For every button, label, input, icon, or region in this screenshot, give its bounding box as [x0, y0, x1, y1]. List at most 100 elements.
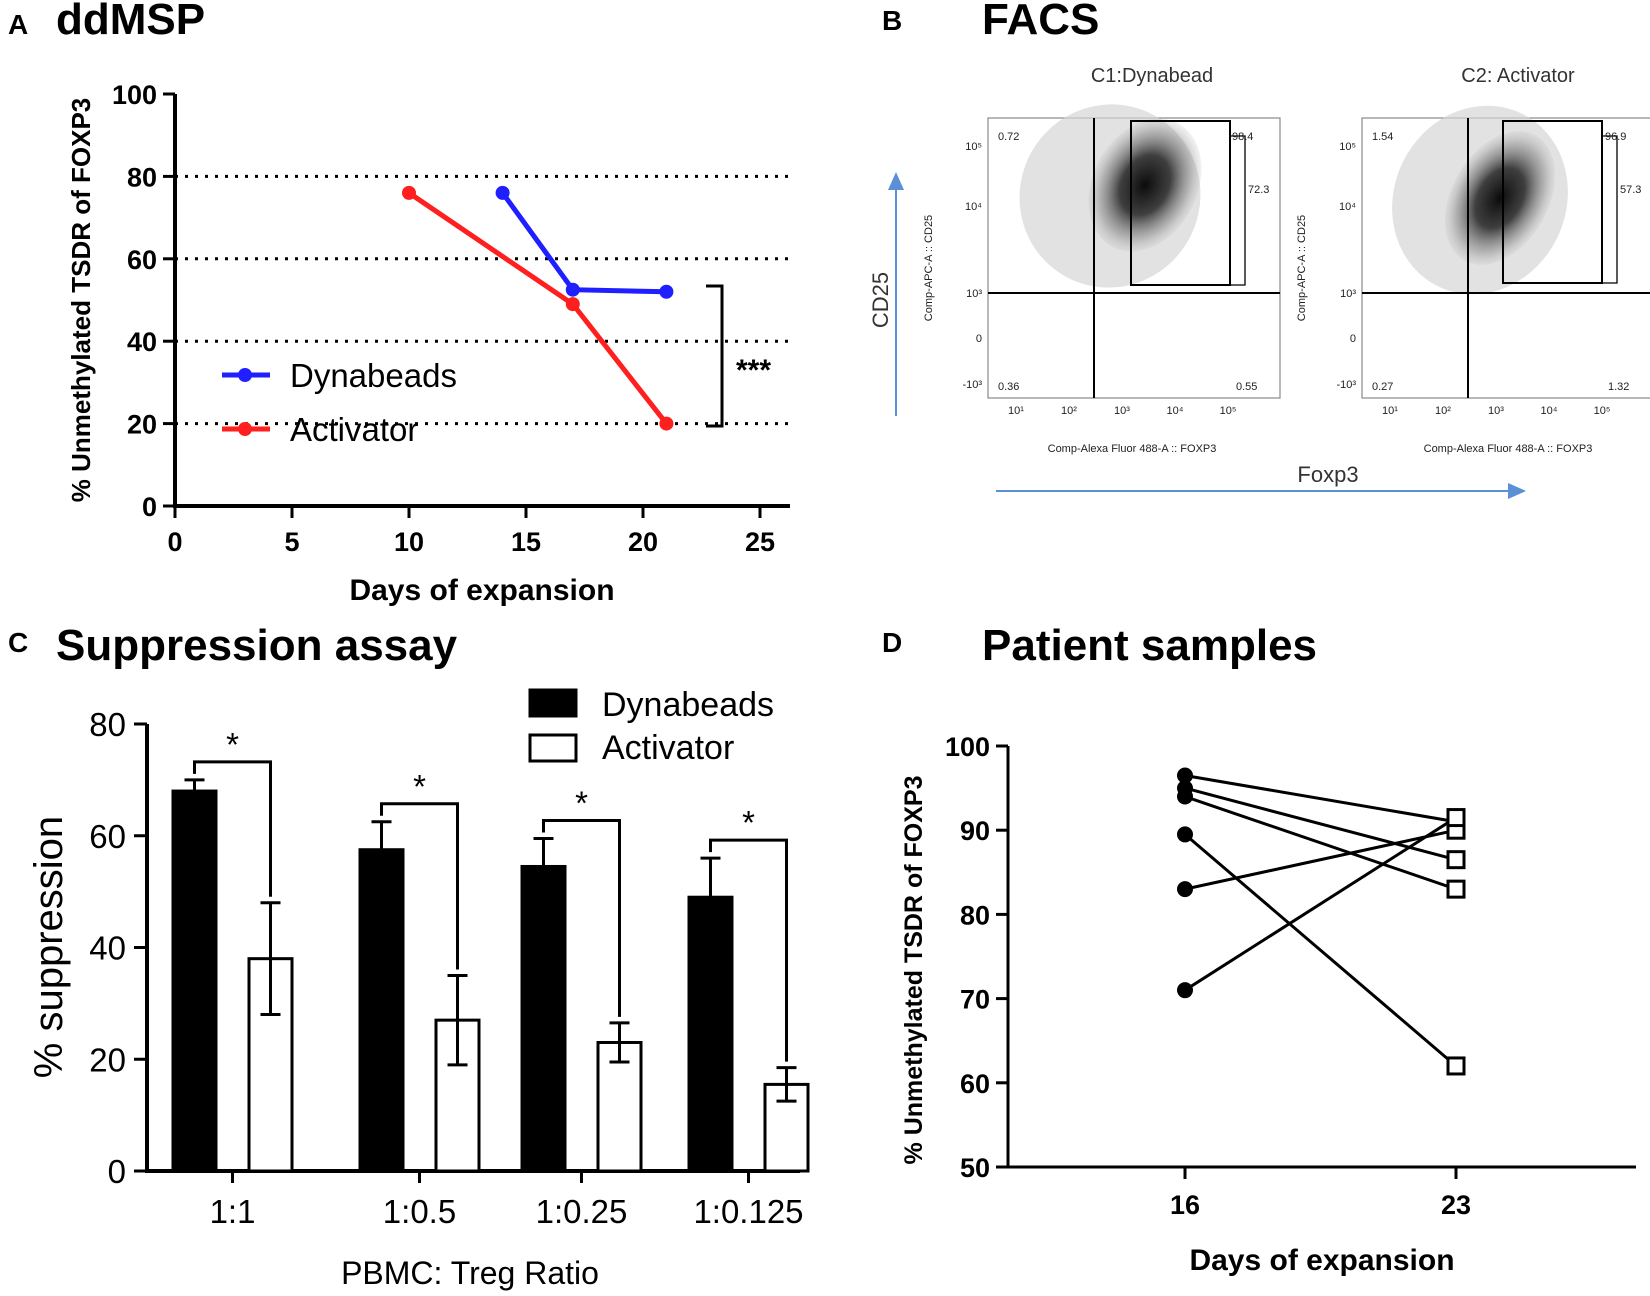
panel-d-title: Patient samples [982, 621, 1317, 670]
c-bar-activator [596, 1040, 643, 1173]
a-legend-dynabeads-marker [238, 368, 252, 382]
chart-c: 0 20 40 60 80 1:1 1:0.5 1:0.25 1:0.125 * * * * Dyna… [27, 686, 810, 1291]
chart-b: C1:Dynabead C2: Activator 0.72 98.4 72.3… [868, 65, 1650, 499]
a-gridlines [175, 174, 790, 426]
d-day23-point [1446, 850, 1466, 870]
c-significance-label: * [742, 804, 755, 841]
c-legend-dynabeads-label: Dynabeads [602, 686, 774, 724]
c-significance-bracket [542, 819, 621, 1017]
a-series-dynabeads-point [565, 282, 580, 297]
d-day16-point [1177, 982, 1193, 999]
d-day16-point [1177, 826, 1193, 843]
d-patient-line [1184, 773, 1457, 824]
d-day23-point [1446, 1056, 1466, 1076]
a-significance-bracket [706, 284, 724, 428]
a-x-tick-label: 10 [394, 527, 424, 557]
panel-a-title: ddMSP [56, 0, 205, 44]
b-plot1-gate-top: 98.4 [1232, 131, 1253, 143]
b-plot2-title: C2: Activator [1461, 65, 1575, 87]
c-significance-label: * [575, 785, 588, 822]
d-patient-line [1184, 828, 1457, 891]
b-y-tick-label: -10³ [1336, 379, 1356, 391]
d-day23-point [1446, 879, 1466, 899]
a-x-tick-label: 0 [167, 527, 182, 557]
b-plot1-title: C1:Dynabead [1091, 65, 1213, 87]
b-x-tick-label: 10² [1061, 405, 1077, 417]
c-x-axis-title: PBMC: Treg Ratio [341, 1255, 599, 1291]
c-significance: * * * * [193, 726, 788, 1062]
c-significance-bracket [193, 760, 272, 897]
d-patient-line [1184, 833, 1457, 1068]
d-day16-point [1177, 788, 1193, 805]
c-y-tick-label: 40 [89, 930, 126, 967]
b-plot2-gate-right: 57.3 [1620, 184, 1641, 196]
b-x-axis-title: Foxp3 [1297, 462, 1358, 487]
panel-c-title: Suppression assay [56, 621, 458, 670]
b-plot2-density [1445, 131, 1555, 265]
a-series-activator-point [565, 297, 580, 312]
c-ticks: 0 20 40 60 80 1:1 1:0.5 1:0.25 1:0.125 [89, 706, 803, 1230]
b-plot1-gate-bracket [1230, 135, 1246, 286]
panel-d-letter: D [882, 627, 902, 658]
b-y-tick-label: 10⁵ [965, 141, 982, 153]
a-series [402, 185, 674, 431]
c-significance-label: * [226, 726, 239, 763]
b-plot1-density [1088, 118, 1202, 252]
a-y-tick-label: 40 [127, 327, 157, 357]
d-day16-point [1177, 767, 1193, 784]
b-plot1-q-top-left: 0.72 [998, 131, 1019, 143]
b-x-tick-label: 10² [1435, 405, 1451, 417]
a-x-tick-label: 20 [628, 527, 658, 557]
b-plot2: 1.54 96.9 57.3 0.27 1.32 10¹ 10² 10³ 10⁴ 10⁵… [1296, 105, 1650, 455]
b-plot2-gate-bracket [1602, 135, 1618, 284]
a-legend-activator-marker [238, 422, 252, 436]
c-y-tick-label: 20 [89, 1041, 126, 1078]
b-x-tick-label: 10¹ [1382, 405, 1398, 417]
d-ticks: 50 60 70 80 90 100 16 23 [945, 732, 1471, 1220]
b-plot1-ylabel: Comp-APC-A :: CD25 [923, 215, 935, 321]
b-plot2-ticks: 10¹ 10² 10³ 10⁴ 10⁵ 10⁵ 10⁴ 10³ 0 -10³ [1336, 141, 1610, 417]
d-x-tick-label: 23 [1441, 1190, 1471, 1220]
b-plot1-xlabel: Comp-Alexa Fluor 488-A :: FOXP3 [1048, 443, 1217, 455]
b-plot1-q-bottom-right: 0.55 [1236, 381, 1257, 393]
b-plot2-xlabel: Comp-Alexa Fluor 488-A :: FOXP3 [1424, 443, 1593, 455]
c-legend-activator-label: Activator [602, 729, 734, 767]
a-y-tick-label: 60 [127, 245, 157, 275]
c-legend: Dynabeads Activator [528, 686, 774, 767]
b-plot1-ticks: 10¹ 10² 10³ 10⁴ 10⁵ 10⁵ 10⁴ 10³ 0 -10³ [962, 141, 1236, 417]
d-series [1177, 767, 1466, 1076]
a-series-activator-point [402, 185, 416, 200]
a-y-tick-label: 20 [127, 410, 157, 440]
d-y-tick-label: 50 [960, 1153, 990, 1183]
a-series-activator-point [659, 416, 674, 431]
a-significance-label: *** [736, 354, 771, 387]
a-series-dynabeads-line [500, 191, 667, 295]
b-y-tick-label: 0 [1350, 333, 1356, 345]
a-y-tick-label: 100 [112, 80, 157, 110]
a-y-tick-label: 80 [127, 162, 157, 192]
b-plot2-q-top-left: 1.54 [1372, 131, 1393, 143]
b-x-tick-label: 10⁴ [1541, 405, 1558, 417]
c-legend-dynabeads-swatch [528, 688, 578, 718]
b-y-tick-label: 10³ [966, 288, 982, 300]
b-y-axis-title: CD25 [868, 272, 893, 328]
b-y-tick-label: -10³ [962, 379, 982, 391]
c-x-tick-label: 1:0.5 [383, 1193, 456, 1230]
b-x-tick-label: 10³ [1114, 405, 1130, 417]
c-bar-dynabeads [171, 789, 218, 1173]
d-y-tick-label: 90 [960, 816, 990, 846]
panel-a-letter: A [8, 9, 28, 40]
b-plot2-ylabel: Comp-APC-A :: CD25 [1296, 215, 1308, 321]
c-legend-activator-swatch [528, 733, 578, 763]
a-legend-dynabeads-label: Dynabeads [290, 357, 457, 394]
c-x-tick-label: 1:0.25 [536, 1193, 628, 1230]
c-y-tick-label: 60 [89, 818, 126, 855]
a-y-axis-title: % Unmethylated TSDR of FOXP3 [66, 98, 96, 503]
b-x-tick-label: 10³ [1488, 405, 1504, 417]
d-y-tick-label: 100 [945, 732, 990, 762]
a-x-tick-label: 15 [511, 527, 541, 557]
panel-c-letter: C [8, 627, 28, 658]
d-y-tick-label: 80 [960, 900, 990, 930]
b-y-tick-label: 10⁴ [1339, 201, 1356, 213]
